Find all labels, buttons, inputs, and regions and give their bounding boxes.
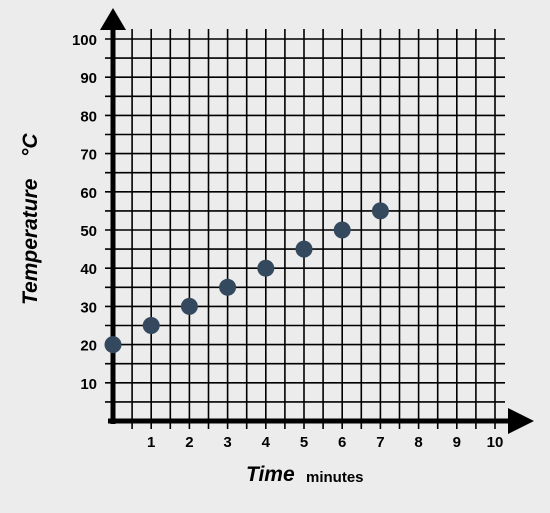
x-tick-label: 2 [185,434,193,451]
data-point [295,240,313,258]
data-point [257,259,275,277]
x-tick-label: 1 [147,434,155,451]
y-axis-arrow [100,8,126,30]
y-tick-label: 60 [80,185,97,202]
data-point [142,317,160,334]
x-tick-label: 6 [338,434,346,451]
y-tick-label: 90 [80,70,97,87]
grid [105,29,505,429]
y-tick-label: 100 [72,32,97,49]
axes [100,8,534,434]
data-point [180,297,198,315]
x-tick-label: 3 [223,434,231,451]
y-tick-label: 30 [80,299,97,316]
x-tick-label: 9 [453,434,461,451]
x-tick-label: 7 [376,434,384,451]
data-point [371,202,389,220]
x-axis-arrow [508,408,534,434]
y-tick-label: 40 [80,261,97,278]
x-tick-label: 4 [262,434,271,451]
x-tick-label: 5 [300,434,308,451]
y-tick-label: 10 [80,376,97,393]
x-axis-unit: minutes [306,469,364,486]
data-point [219,278,237,296]
y-axis-title: Temperature [19,178,42,305]
data-points [104,202,389,354]
x-tick-label: 10 [487,434,504,451]
y-axis-unit: °C [19,133,42,157]
y-tick-label: 70 [80,147,97,164]
x-tick-labels: 1 2 3 4 5 6 7 8 9 10 [147,434,503,451]
y-tick-label: 80 [80,108,97,125]
y-tick-labels: 10 20 30 40 50 60 70 80 90 100 [72,32,97,393]
data-point [333,221,351,239]
x-axis-title: Time [246,463,295,486]
y-tick-label: 50 [80,223,97,240]
y-tick-label: 20 [80,338,97,355]
x-tick-label: 8 [414,434,422,451]
data-point [104,336,122,354]
